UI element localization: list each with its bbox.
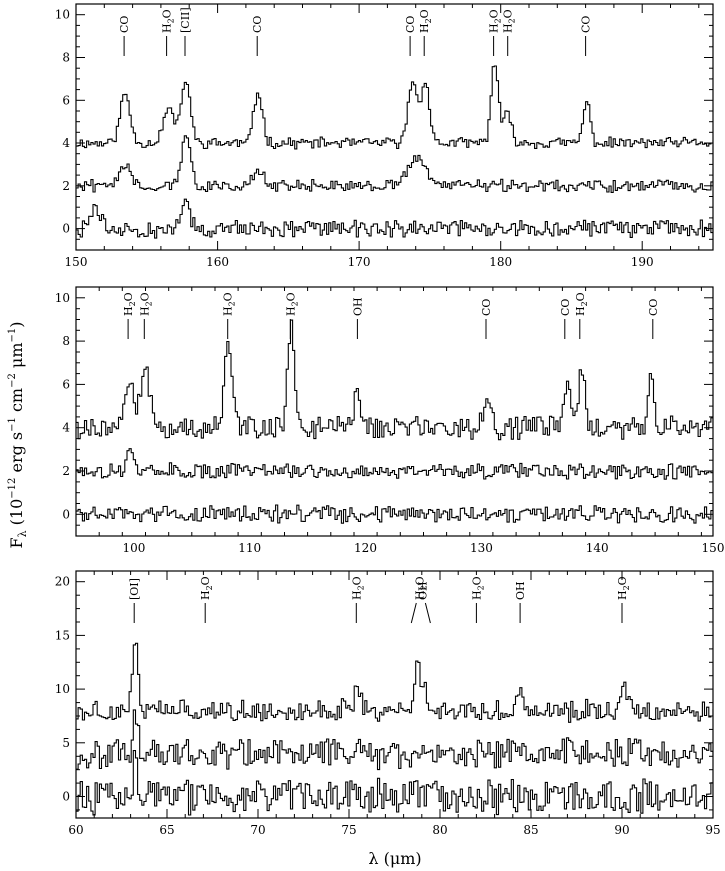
line-label: H2O — [616, 576, 631, 600]
x-tick-label: 90 — [614, 823, 629, 837]
spectrum-trace — [76, 198, 713, 239]
spectrum-trace — [76, 504, 713, 524]
line-label: H2O — [418, 9, 433, 33]
x-tick-label: 80 — [432, 823, 447, 837]
line-label: CO — [647, 299, 660, 316]
x-tick-label: 150 — [702, 541, 725, 555]
line-label: H2O — [470, 576, 485, 600]
x-tick-label: 120 — [354, 541, 377, 555]
line-label: H2O — [122, 292, 137, 316]
x-tick-label: 85 — [523, 823, 538, 837]
x-tick-label: 180 — [489, 255, 512, 269]
spectrum-trace — [76, 65, 713, 150]
x-tick-label: 150 — [65, 255, 88, 269]
x-tick-label: 130 — [470, 541, 493, 555]
spectrum-trace — [76, 448, 713, 480]
line-label: H2O — [488, 9, 503, 33]
line-label: H2O — [138, 292, 153, 316]
y-tick-label: 15 — [55, 628, 70, 642]
line-label: CO — [251, 16, 264, 33]
x-tick-label: 65 — [159, 823, 174, 837]
line-label: OH — [416, 581, 429, 600]
y-tick-label: 8 — [62, 51, 70, 65]
line-label: H2O — [199, 576, 214, 600]
line-label: H2O — [350, 576, 365, 600]
y-tick-label: 8 — [62, 334, 70, 348]
line-label: CO — [118, 16, 131, 33]
plot-frame — [75, 286, 714, 537]
spectrum-trace — [76, 642, 713, 723]
line-marker — [410, 602, 417, 624]
line-label: [OI] — [128, 578, 141, 600]
x-tick-label: 160 — [206, 255, 229, 269]
line-label: H2O — [502, 9, 517, 33]
y-tick-label: 4 — [62, 421, 70, 435]
y-tick-label: 0 — [62, 507, 70, 521]
y-tick-label: 2 — [62, 464, 70, 478]
y-tick-label: 0 — [62, 790, 70, 804]
plot-frame — [75, 570, 714, 819]
x-tick-label: 110 — [238, 541, 261, 555]
spectrum-trace — [76, 750, 713, 816]
line-label: H2O — [161, 9, 176, 33]
line-label: H2O — [574, 292, 589, 316]
line-label: OH — [514, 581, 527, 600]
y-tick-label: 2 — [62, 179, 70, 193]
y-tick-label: 6 — [62, 93, 70, 107]
y-axis-title: Fλ (10−12 erg s−1 cm−2 μm−1) — [7, 321, 29, 548]
x-tick-label: 190 — [631, 255, 654, 269]
x-tick-label: 95 — [705, 823, 720, 837]
x-tick-label: 140 — [586, 541, 609, 555]
y-tick-label: 10 — [55, 682, 70, 696]
x-tick-label: 75 — [341, 823, 356, 837]
x-tick-label: 60 — [68, 823, 83, 837]
line-label: CO — [480, 299, 493, 316]
y-tick-label: 10 — [55, 8, 70, 22]
line-label: CO — [559, 299, 572, 316]
x-tick-label: 170 — [348, 255, 371, 269]
line-marker — [424, 602, 431, 624]
y-tick-label: 6 — [62, 377, 70, 391]
line-label: CO — [404, 16, 417, 33]
line-label: OH — [351, 297, 364, 316]
x-tick-label: 70 — [250, 823, 265, 837]
plot-frame — [75, 3, 714, 251]
line-label: H2O — [222, 292, 237, 316]
line-label: CO — [580, 16, 593, 33]
y-tick-label: 0 — [62, 222, 70, 236]
spectrum-trace — [76, 319, 713, 441]
line-label: [CII] — [179, 7, 192, 33]
y-tick-label: 5 — [62, 736, 70, 750]
spectrum-trace — [76, 135, 713, 193]
line-label: H2O — [413, 576, 428, 600]
x-axis-title: λ (μm) — [368, 849, 421, 868]
y-tick-label: 4 — [62, 136, 70, 150]
y-tick-label: 20 — [55, 575, 70, 589]
line-label: H2O — [284, 292, 299, 316]
spectrum-trace — [76, 709, 713, 771]
y-tick-label: 10 — [55, 291, 70, 305]
x-tick-label: 100 — [122, 541, 145, 555]
